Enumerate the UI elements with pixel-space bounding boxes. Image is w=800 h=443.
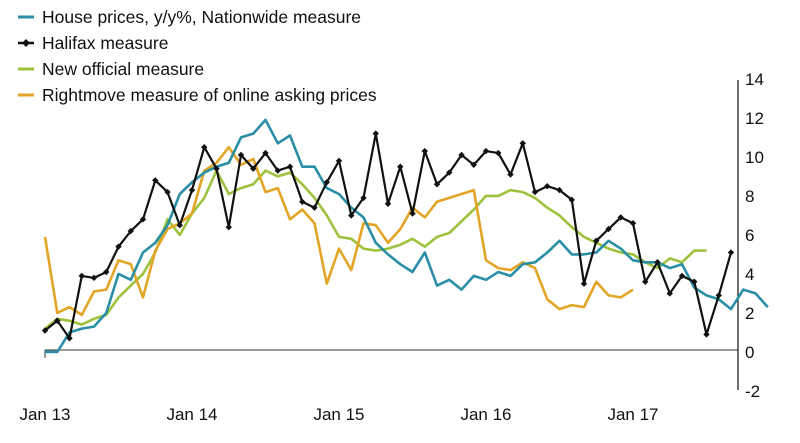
legend-label-rightmove: Rightmove measure of online asking price… (42, 85, 377, 105)
x-tick-label: Jan 14 (166, 405, 217, 424)
halifax-data-point (727, 249, 735, 256)
y-tick-label: 6 (745, 226, 754, 245)
x-tick-label: Jan 16 (460, 405, 511, 424)
halifax-data-point (360, 194, 367, 202)
halifax-data-point (372, 130, 379, 137)
halifax-data-point (201, 144, 208, 151)
halifax-data-point (274, 167, 281, 174)
halifax-data-point (299, 198, 306, 205)
series-line-rightmove (43, 145, 634, 317)
legend-item-halifax: Halifax measure (18, 33, 168, 53)
halifax-data-point (409, 210, 416, 217)
halifax-data-point (593, 237, 600, 244)
y-axis-ticks: 14 12 10 8 6 4 2 0 -2 (745, 70, 764, 401)
x-tick-label: Jan 13 (19, 405, 70, 424)
y-tick-label: 2 (745, 304, 754, 323)
series-line-official (44, 169, 707, 330)
legend-item-official: New official measure (18, 59, 204, 79)
halifax-data-point (139, 216, 147, 223)
halifax-data-point (384, 200, 392, 207)
halifax-data-point (176, 222, 183, 229)
halifax-data-point (715, 292, 722, 299)
halifax-data-point (703, 331, 710, 338)
halifax-data-point (323, 179, 330, 186)
halifax-data-point (152, 177, 159, 184)
legend-item-nationwide: House prices, y/y%, Nationwide measure (18, 7, 361, 27)
halifax-data-point (495, 149, 502, 157)
halifax-data-point (580, 280, 588, 287)
halifax-data-point (531, 188, 539, 196)
halifax-data-point (482, 147, 490, 155)
halifax-data-point (421, 147, 428, 155)
series-line-nationwide (45, 118, 769, 354)
halifax-data-point (90, 274, 98, 282)
x-axis-ticks: Jan 13 Jan 14 Jan 15 Jan 16 Jan 17 (19, 405, 658, 424)
halifax-data-point (164, 188, 171, 196)
halifax-data-point (311, 204, 318, 211)
halifax-data-point (397, 163, 404, 170)
halifax-data-point (507, 171, 514, 178)
x-tick-label: Jan 17 (607, 405, 658, 424)
y-tick-label: 14 (745, 70, 764, 89)
series-line-halifax (44, 132, 733, 340)
halifax-data-point (617, 214, 624, 221)
halifax-data-point (54, 317, 61, 324)
series-layer (41, 118, 769, 354)
halifax-data-point (446, 169, 453, 176)
y-tick-label: -2 (745, 382, 760, 401)
halifax-data-point (286, 163, 294, 170)
halifax-data-point (605, 225, 612, 233)
halifax-data-point (41, 327, 49, 334)
halifax-data-point (103, 268, 110, 276)
halifax-data-point (78, 272, 85, 280)
legend-marker-halifax (22, 39, 30, 47)
halifax-data-point (678, 272, 686, 280)
halifax-data-point (458, 151, 465, 159)
x-tick-label: Jan 15 (313, 405, 364, 424)
halifax-data-point (213, 165, 220, 172)
halifax-data-point (470, 161, 477, 168)
halifax-data-point (568, 196, 575, 204)
halifax-data-point (642, 278, 649, 285)
halifax-data-point (335, 157, 343, 165)
halifax-data-point (519, 140, 526, 147)
legend-item-rightmove: Rightmove measure of online asking price… (18, 85, 377, 105)
legend: House prices, y/y%, Nationwide measure H… (18, 7, 377, 105)
legend-label-official: New official measure (42, 59, 204, 79)
halifax-data-point (237, 151, 245, 159)
y-tick-label: 8 (745, 187, 754, 206)
halifax-data-point (115, 243, 122, 250)
halifax-data-point (262, 149, 269, 157)
y-tick-label: 10 (745, 148, 764, 167)
y-tick-label: 4 (745, 265, 754, 284)
halifax-data-point (66, 335, 73, 342)
halifax-data-point (433, 181, 441, 188)
halifax-data-point (691, 278, 698, 285)
halifax-data-point (556, 186, 563, 194)
halifax-data-point (629, 220, 637, 227)
halifax-data-point (348, 212, 355, 219)
halifax-data-point (544, 183, 551, 190)
y-tick-label: 0 (745, 343, 754, 362)
y-tick-label: 12 (745, 109, 764, 128)
legend-label-halifax: Halifax measure (42, 33, 168, 53)
halifax-data-point (666, 290, 673, 297)
halifax-data-point (188, 186, 196, 194)
halifax-data-point (654, 259, 661, 266)
halifax-data-point (127, 227, 134, 235)
halifax-data-point (250, 165, 257, 172)
halifax-data-point (225, 223, 232, 231)
plot-area (41, 80, 769, 390)
legend-label-nationwide: House prices, y/y%, Nationwide measure (42, 7, 361, 27)
